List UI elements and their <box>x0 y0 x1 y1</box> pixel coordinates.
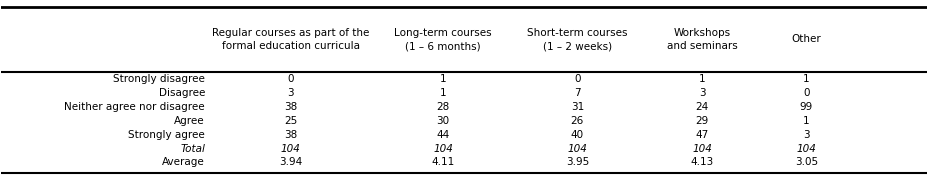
Text: 24: 24 <box>695 102 708 112</box>
Text: 47: 47 <box>695 130 708 140</box>
Text: 4.11: 4.11 <box>431 158 454 168</box>
Text: 0: 0 <box>574 74 580 84</box>
Text: Total: Total <box>180 144 205 154</box>
Text: Agree: Agree <box>174 116 205 126</box>
Text: Workshops
and seminars: Workshops and seminars <box>667 28 737 51</box>
Text: 3.05: 3.05 <box>794 158 817 168</box>
Text: 0: 0 <box>287 74 294 84</box>
Text: 40: 40 <box>570 130 583 140</box>
Text: 28: 28 <box>436 102 450 112</box>
Text: 99: 99 <box>799 102 812 112</box>
Text: 26: 26 <box>570 116 583 126</box>
Text: 31: 31 <box>570 102 583 112</box>
Text: 3: 3 <box>802 130 808 140</box>
Text: Strongly agree: Strongly agree <box>128 130 205 140</box>
Text: 1: 1 <box>439 88 446 98</box>
Text: 7: 7 <box>574 88 580 98</box>
Text: Other: Other <box>791 34 820 45</box>
Text: 0: 0 <box>802 88 808 98</box>
Text: 104: 104 <box>795 144 816 154</box>
Text: 29: 29 <box>695 116 708 126</box>
Text: Neither agree nor disagree: Neither agree nor disagree <box>64 102 205 112</box>
Text: Average: Average <box>162 158 205 168</box>
Text: 3.94: 3.94 <box>279 158 302 168</box>
Text: 1: 1 <box>802 116 808 126</box>
Text: 1: 1 <box>802 74 808 84</box>
Text: 25: 25 <box>284 116 297 126</box>
Text: 38: 38 <box>284 130 297 140</box>
Text: 30: 30 <box>436 116 450 126</box>
Text: 1: 1 <box>698 74 705 84</box>
Text: 104: 104 <box>692 144 711 154</box>
Text: Long-term courses
(1 – 6 months): Long-term courses (1 – 6 months) <box>394 28 491 51</box>
Text: 1: 1 <box>439 74 446 84</box>
Text: Strongly disagree: Strongly disagree <box>113 74 205 84</box>
Text: 4.13: 4.13 <box>690 158 713 168</box>
Text: 3: 3 <box>698 88 705 98</box>
Text: 104: 104 <box>566 144 587 154</box>
Text: 38: 38 <box>284 102 297 112</box>
Text: Short-term courses
(1 – 2 weeks): Short-term courses (1 – 2 weeks) <box>527 28 627 51</box>
Text: 104: 104 <box>433 144 452 154</box>
Text: 3: 3 <box>286 88 294 98</box>
Text: 104: 104 <box>280 144 300 154</box>
Text: Regular courses as part of the
formal education curricula: Regular courses as part of the formal ed… <box>211 28 369 51</box>
Text: Disagree: Disagree <box>159 88 205 98</box>
Text: 3.95: 3.95 <box>565 158 589 168</box>
Text: 44: 44 <box>436 130 450 140</box>
